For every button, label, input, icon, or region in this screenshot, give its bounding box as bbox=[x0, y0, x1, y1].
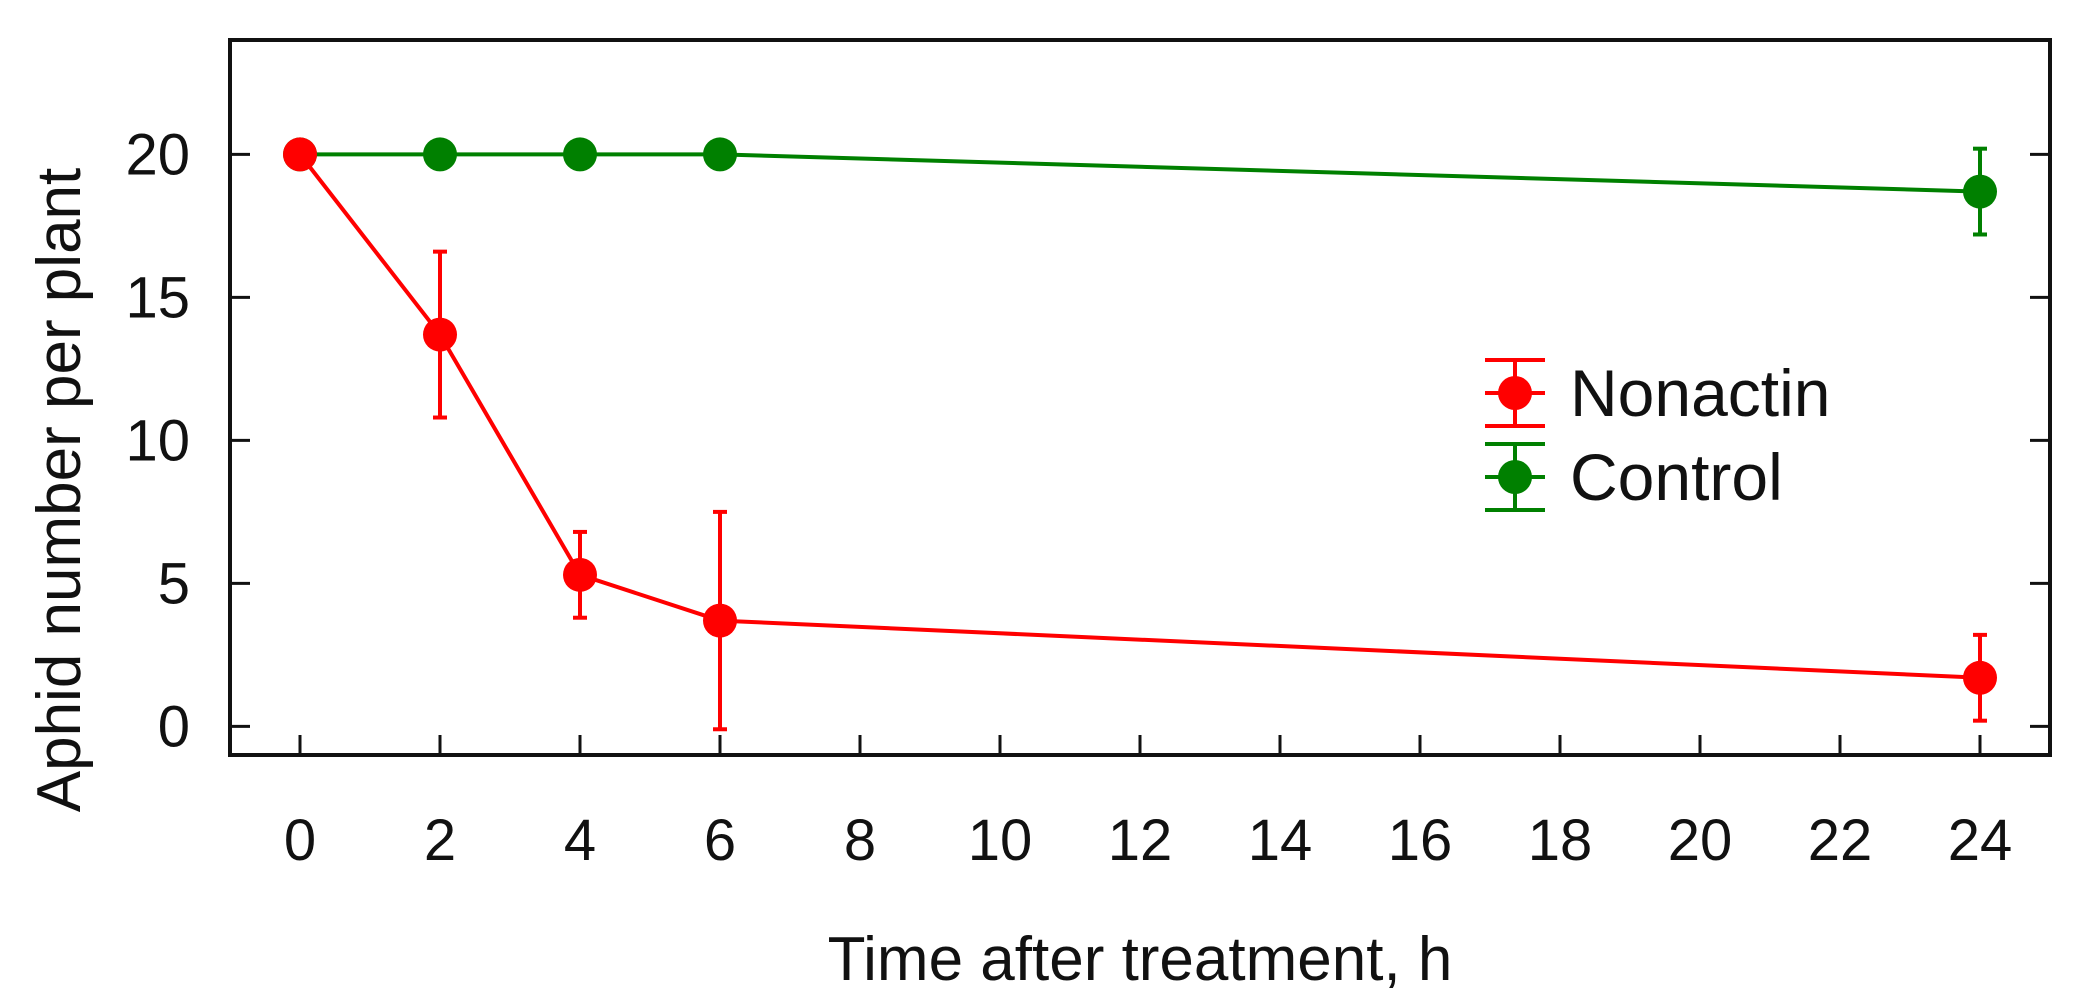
data-point-nonactin bbox=[423, 317, 457, 352]
legend-label-nonactin: Nonactin bbox=[1570, 356, 1831, 430]
series-nonactin bbox=[283, 137, 1997, 732]
data-point-nonactin bbox=[1963, 660, 1997, 695]
x-tick-label: 4 bbox=[564, 808, 596, 873]
x-axis-title: Time after treatment, h bbox=[828, 925, 1453, 994]
y-tick-label: 10 bbox=[125, 408, 190, 473]
x-tick-label: 0 bbox=[284, 808, 316, 873]
y-tick-label: 20 bbox=[125, 122, 190, 187]
y-tick-label: 5 bbox=[158, 551, 190, 616]
legend-entry-control: Control bbox=[1485, 440, 1783, 514]
x-tick-label: 8 bbox=[844, 808, 876, 873]
data-point-nonactin bbox=[283, 137, 317, 172]
legend-marker-nonactin bbox=[1498, 376, 1532, 410]
y-tick-label: 15 bbox=[125, 265, 190, 330]
x-tick-label: 2 bbox=[424, 808, 456, 873]
x-tick-label: 22 bbox=[1808, 808, 1873, 873]
legend-marker-control bbox=[1498, 460, 1532, 494]
x-tick-label: 20 bbox=[1668, 808, 1733, 873]
x-tick-label: 24 bbox=[1948, 808, 2013, 873]
x-tick-label: 10 bbox=[968, 808, 1033, 873]
x-tick-label: 16 bbox=[1388, 808, 1453, 873]
data-point-control bbox=[423, 137, 457, 172]
data-point-control bbox=[703, 137, 737, 172]
data-point-nonactin bbox=[703, 603, 737, 638]
legend-label-control: Control bbox=[1570, 440, 1783, 514]
y-tick-label: 0 bbox=[158, 694, 190, 759]
data-point-control bbox=[563, 137, 597, 172]
y-axis-title: Aphid number per plant bbox=[25, 168, 94, 813]
x-tick-label: 14 bbox=[1248, 808, 1313, 873]
data-point-control bbox=[1963, 174, 1997, 209]
x-tick-label: 18 bbox=[1528, 808, 1593, 873]
series-layer bbox=[283, 137, 1997, 732]
data-point-nonactin bbox=[563, 557, 597, 592]
legend: Nonactin Control bbox=[1485, 356, 1831, 514]
legend-entry-nonactin: Nonactin bbox=[1485, 356, 1831, 430]
x-tick-label: 12 bbox=[1108, 808, 1173, 873]
x-tick-label: 6 bbox=[704, 808, 736, 873]
